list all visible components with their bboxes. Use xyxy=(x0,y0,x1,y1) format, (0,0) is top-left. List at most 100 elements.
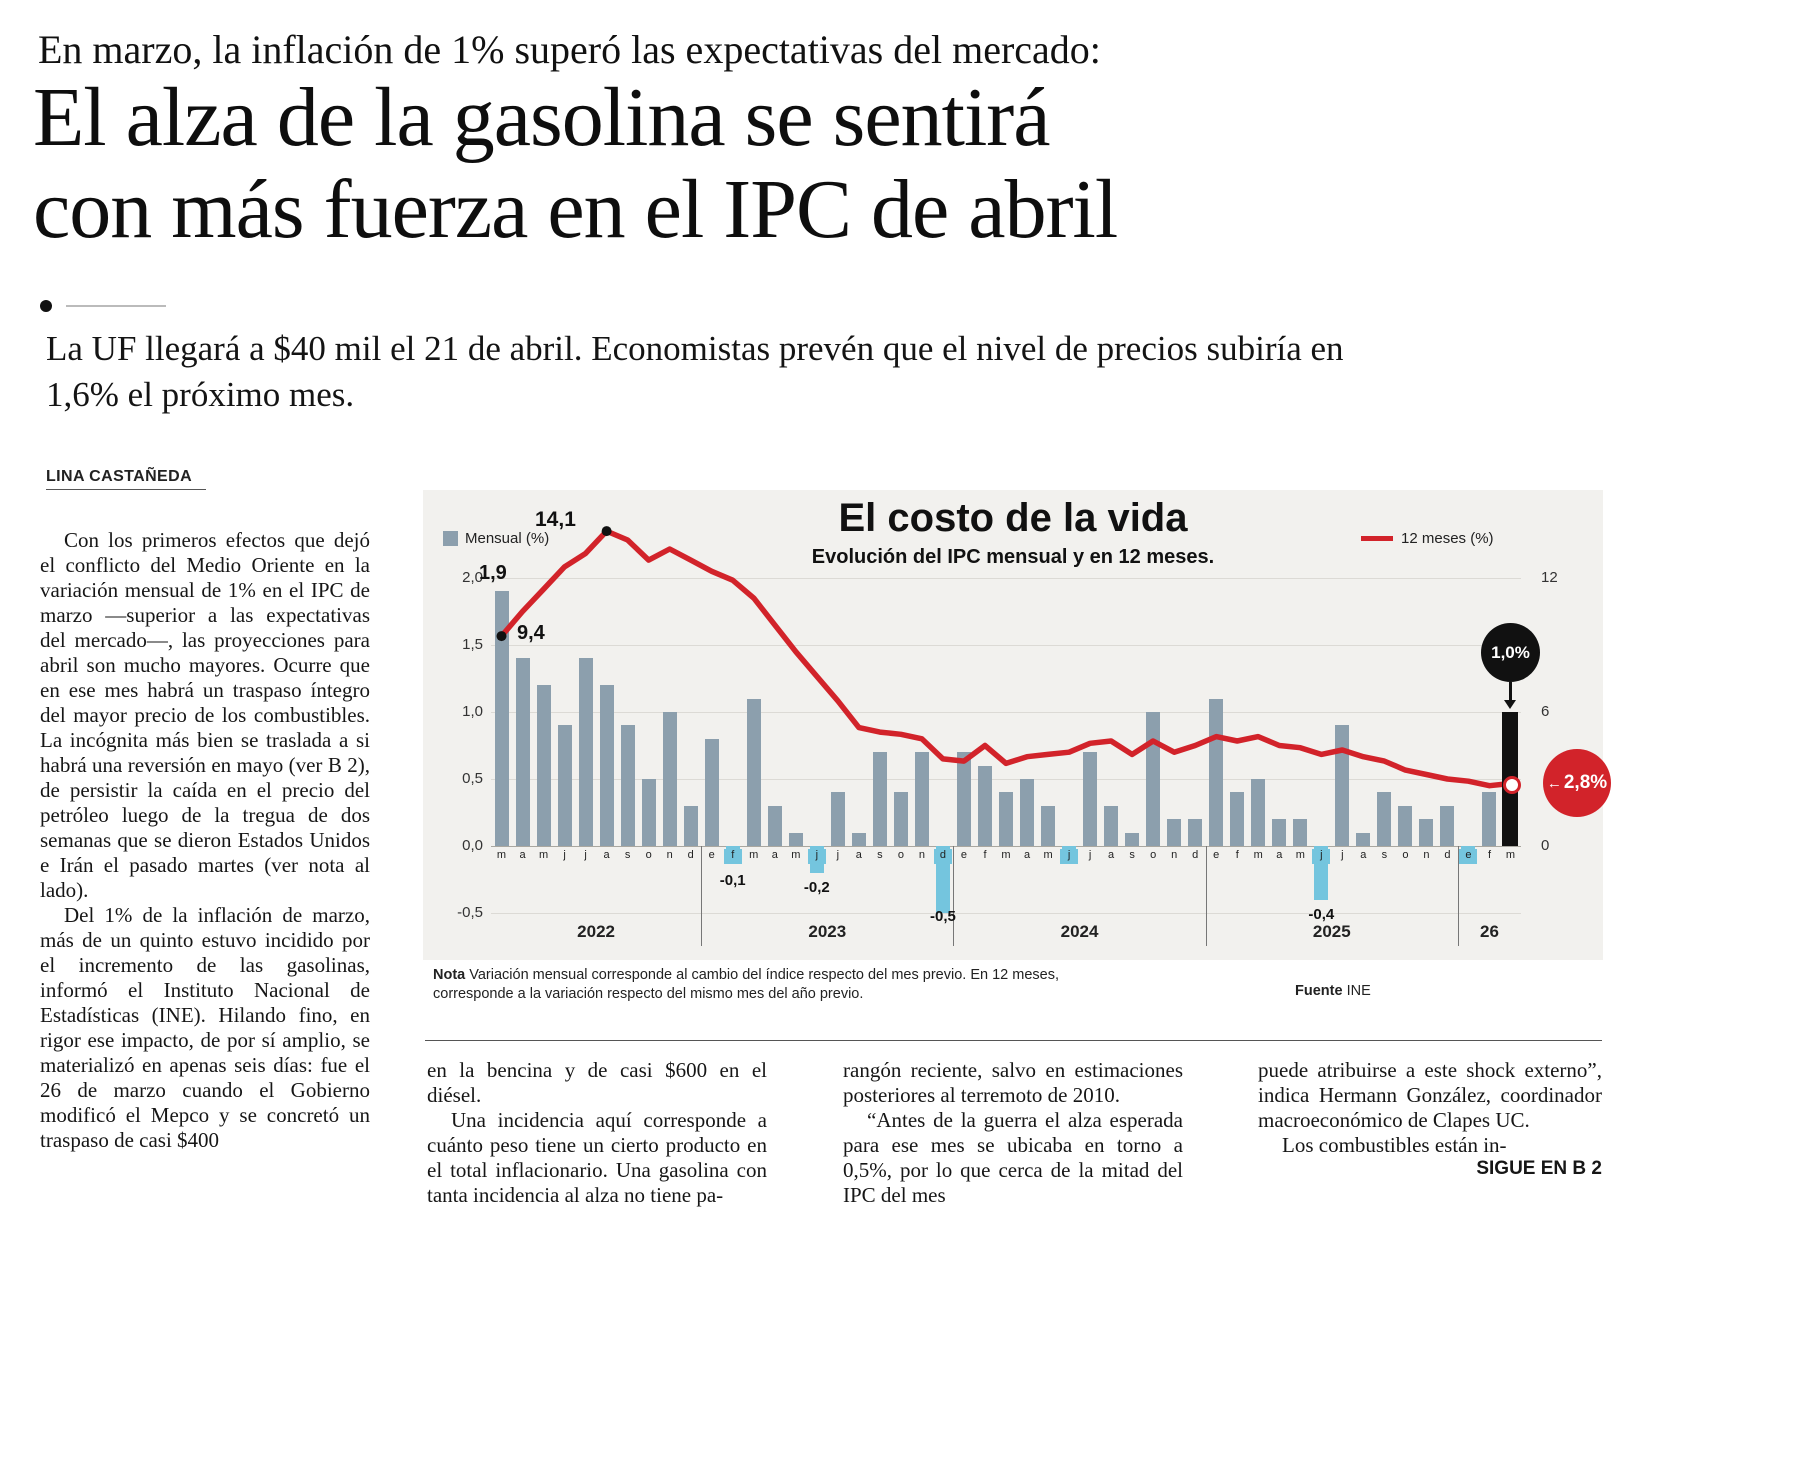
month-label: a xyxy=(855,849,862,861)
ipc-monthly-bar xyxy=(746,698,761,846)
month-label: m xyxy=(1001,849,1011,861)
y-axis-tick-right: 6 xyxy=(1541,703,1550,720)
article-column-left: Con los primeros efectos que dejó el con… xyxy=(40,528,370,1153)
y-axis-tick-left: -0,5 xyxy=(457,904,483,921)
month-label: o xyxy=(1150,849,1157,861)
ipc-monthly-bar xyxy=(1251,779,1266,846)
ipc-monthly-bar xyxy=(1104,805,1119,846)
year-label: 2023 xyxy=(808,922,847,941)
month-label: e xyxy=(1213,849,1220,861)
month-label: j xyxy=(563,849,566,861)
callout-line-end: 2,8% xyxy=(1543,749,1611,817)
month-label: a xyxy=(1276,849,1283,861)
month-label: n xyxy=(666,849,673,861)
month-label: a xyxy=(603,849,610,861)
month-label: f xyxy=(723,849,742,864)
legend-12m-label: 12 meses (%) xyxy=(1401,530,1494,547)
month-label: j xyxy=(584,849,587,861)
ipc-monthly-bar xyxy=(578,658,593,846)
month-label: f xyxy=(983,849,987,861)
month-label: a xyxy=(1023,849,1031,861)
chart-source-name: INE xyxy=(1346,983,1371,999)
negative-value-label: -0,4 xyxy=(1308,905,1335,923)
ipc-monthly-bar xyxy=(641,779,656,846)
month-label: j xyxy=(1088,849,1092,861)
negative-value-label: -0,5 xyxy=(930,908,956,925)
ipc-monthly-bar xyxy=(599,685,614,846)
line-start-dot xyxy=(496,631,507,642)
gridline xyxy=(491,578,1521,579)
month-label: s xyxy=(877,849,883,861)
paragraph: Con los primeros efectos que dejó el con… xyxy=(40,528,370,902)
ipc-monthly-bar xyxy=(1398,805,1413,846)
chart-source: Fuente INE xyxy=(1295,983,1371,999)
kicker: En marzo, la inflación de 1% superó las … xyxy=(38,27,1101,72)
month-label: m xyxy=(791,849,801,861)
ipc-monthly-bar xyxy=(788,832,803,846)
chart-plot: 1,9 9,4 14,1 1,0% 2,8% 2,0 1,5 1,0 0,5 0,0 -0… xyxy=(457,508,1611,946)
line-peak-dot xyxy=(601,526,612,537)
gridline xyxy=(491,712,1521,713)
line-end-dot xyxy=(1503,776,1521,794)
bar-swatch-icon xyxy=(443,531,458,546)
month-label: n xyxy=(1423,849,1430,861)
callout-last-bar: 1,0% xyxy=(1481,623,1540,682)
month-label: j xyxy=(1341,849,1344,861)
chart-note: Nota Variación mensual corresponde al ca… xyxy=(433,966,1133,1004)
callout-arrow-head-icon xyxy=(1504,700,1516,709)
year-divider xyxy=(701,846,702,946)
annotation-first-bar: 1,9 xyxy=(479,562,507,584)
month-label: f xyxy=(1235,849,1239,861)
y-axis-tick-left: 0,0 xyxy=(462,837,483,854)
month-label: s xyxy=(624,849,631,861)
month-label: a xyxy=(519,849,526,861)
ipc-monthly-bar xyxy=(914,752,929,846)
ipc-monthly-bar xyxy=(956,752,971,846)
ipc-monthly-bar xyxy=(1377,792,1392,846)
ipc-monthly-bar xyxy=(515,658,530,846)
ipc-monthly-bar xyxy=(1272,819,1287,846)
paragraph: en la bencina y de casi $600 en el diése… xyxy=(427,1058,767,1107)
month-label: m xyxy=(496,849,507,861)
ipc-12m-line-layer xyxy=(496,526,1514,789)
month-label: o xyxy=(1402,849,1409,861)
ipc-monthly-bar xyxy=(1419,819,1434,846)
chart-panel: El costo de la vida Evolución del IPC me… xyxy=(423,490,1611,960)
year-label: 2025 xyxy=(1312,922,1351,941)
paragraph: “Antes de la guerra el alza esperada par… xyxy=(843,1108,1183,1207)
y-axis-tick-left: 0,5 xyxy=(462,770,483,787)
ipc-monthly-bar xyxy=(851,832,866,846)
line-swatch-icon xyxy=(1361,536,1393,541)
ipc-monthly-bar xyxy=(662,712,677,846)
gridline xyxy=(491,779,1521,780)
negative-value-label: -0,1 xyxy=(719,872,746,889)
headline-line-1: El alza de la gasolina se sentirá xyxy=(33,71,1051,164)
chart-source-label: Fuente xyxy=(1295,983,1343,999)
ipc-monthly-bar xyxy=(1230,792,1245,846)
ipc-monthly-bar xyxy=(1293,819,1308,846)
month-label: e xyxy=(708,849,715,861)
month-label: m xyxy=(749,849,759,861)
continuation-notice: SIGUE EN B 2 xyxy=(1476,1158,1602,1179)
month-label: j xyxy=(836,849,840,861)
y-axis-tick-left: 1,0 xyxy=(462,703,483,720)
ipc-monthly-bar xyxy=(872,752,887,846)
month-label: a xyxy=(771,849,778,861)
month-label: m xyxy=(1043,849,1053,861)
legend-monthly: Mensual (%) xyxy=(443,530,549,547)
paragraph: Una incidencia aquí corresponde a cuánto… xyxy=(427,1108,767,1207)
ipc-monthly-bar xyxy=(1440,805,1455,846)
ipc-monthly-bar xyxy=(1041,805,1056,846)
ipc-monthly-bar xyxy=(1356,832,1371,846)
month-label: j xyxy=(807,849,826,864)
month-label: n xyxy=(1171,849,1178,861)
chart-note-text: Variación mensual corresponde al cambio … xyxy=(433,967,1059,1002)
ipc-monthly-bar xyxy=(893,792,908,846)
ipc-monthly-bar xyxy=(1125,832,1140,846)
short-rule xyxy=(66,305,166,307)
bullet-icon xyxy=(40,300,52,312)
y-axis-tick-left: 1,5 xyxy=(462,636,483,653)
year-divider xyxy=(953,846,954,946)
paragraph: puede atribuirse a este shock externo”, … xyxy=(1258,1058,1602,1132)
